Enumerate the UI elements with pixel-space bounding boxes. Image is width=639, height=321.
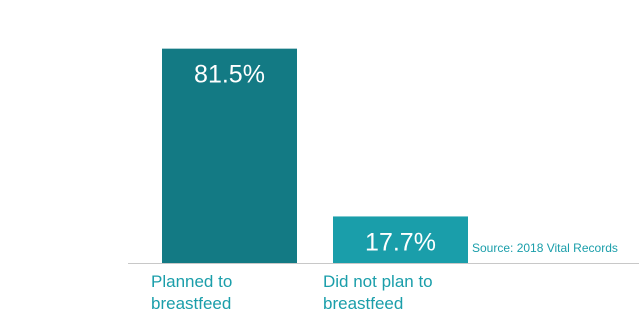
category-label-line: breastfeed — [151, 294, 232, 313]
category-label-line: Did not plan to — [323, 272, 433, 291]
source-note: Source: 2018 Vital Records — [472, 241, 618, 255]
bar-1 — [333, 216, 468, 263]
bar-value-label-1: 17.7% — [365, 228, 436, 256]
category-label-line: breastfeed — [323, 294, 404, 313]
bar-value-label-0: 81.5% — [194, 61, 265, 89]
bars: 81.5% 17.7% — [162, 48, 468, 263]
category-label-line: Planned to — [151, 272, 233, 291]
bar-0 — [162, 48, 297, 263]
category-label-did-not-plan: Did not plan to breastfeed — [323, 271, 433, 315]
category-label-planned: Planned to breastfeed — [151, 271, 232, 315]
